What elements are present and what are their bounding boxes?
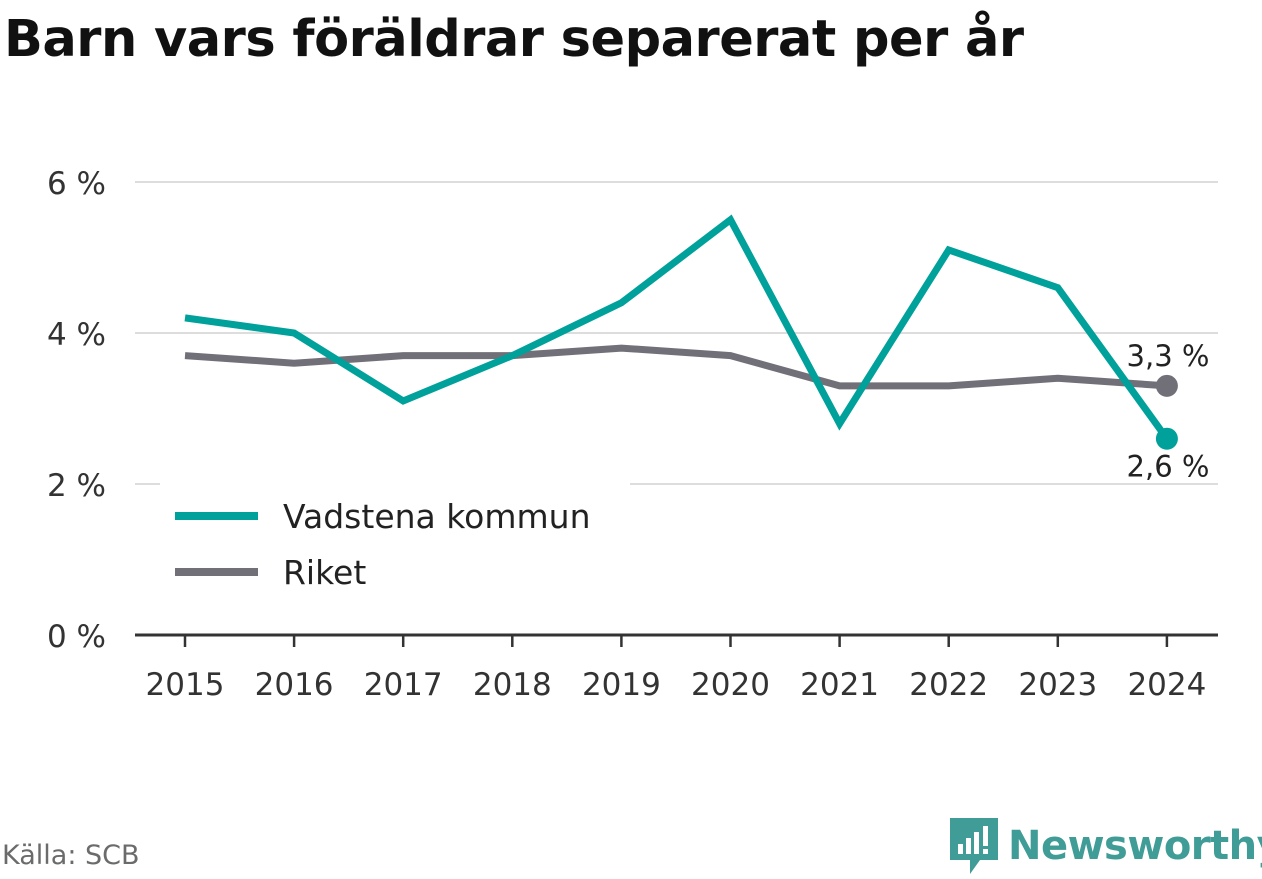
- series-line-riket: [184, 344, 1168, 390]
- series-endpoint: [1155, 427, 1178, 450]
- end-label-vadstena: 2,6 %: [1127, 450, 1210, 484]
- series-line-vadstena: [184, 214, 1170, 441]
- x-tick-label: 2022: [909, 667, 988, 703]
- end-label-riket: 3,3 %: [1127, 339, 1210, 373]
- x-tick-label: 2015: [146, 667, 225, 703]
- brand-name: Newsworthy: [1008, 823, 1262, 869]
- x-tick-label: 2016: [255, 667, 334, 703]
- x-tick-label: 2020: [691, 667, 770, 703]
- x-tick-label: 2017: [364, 667, 443, 703]
- source-note: Källa: SCB: [2, 840, 140, 871]
- y-tick-label: 6 %: [47, 166, 106, 202]
- x-tick-label: 2024: [1127, 667, 1206, 703]
- series-endpoint: [1155, 374, 1178, 397]
- brand-logo: Newsworthy: [950, 818, 1262, 874]
- x-tick-label: 2023: [1018, 667, 1097, 703]
- chart-title: Barn vars föräldrar separerat per år: [4, 10, 1024, 69]
- bar-chart-bubble-icon: [950, 818, 998, 874]
- legend-label: Vadstena kommun: [283, 497, 591, 536]
- y-tick-label: 4 %: [47, 317, 106, 353]
- legend-label: Riket: [283, 553, 366, 592]
- y-tick-label: 2 %: [47, 468, 106, 504]
- y-tick-label: 0 %: [47, 619, 106, 655]
- x-tick-label: 2019: [582, 667, 661, 703]
- line-chart: 0 % 2 % 4 % 6 % 2015 2016 2017 2018 2019 2020 202…: [47, 166, 1218, 703]
- x-tick-label: 2021: [800, 667, 879, 703]
- x-tick-label: 2018: [473, 667, 552, 703]
